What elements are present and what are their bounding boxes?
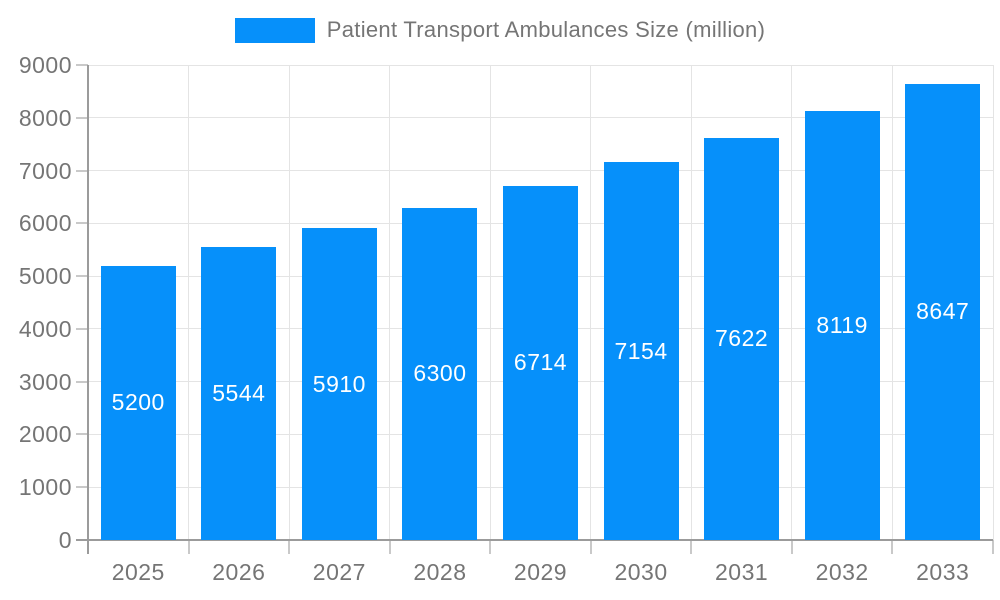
y-axis-tick <box>76 433 88 436</box>
gridline-vertical <box>992 65 994 540</box>
gridline-vertical <box>590 65 592 540</box>
bar-value-label: 5544 <box>212 380 266 407</box>
bar-value-label: 6714 <box>513 349 568 376</box>
y-axis-tick <box>76 169 88 172</box>
y-axis-label: 6000 <box>18 210 72 237</box>
bar-2032[interactable]: 8119 <box>804 111 880 540</box>
x-axis-tick <box>891 540 894 554</box>
bar-value-label: 5910 <box>312 370 366 397</box>
x-axis-tick <box>388 540 391 554</box>
bar-2030[interactable]: 7154 <box>603 162 679 540</box>
gridline-horizontal <box>88 64 993 66</box>
x-axis-tick <box>690 540 693 554</box>
bar-value-label: 8119 <box>816 312 868 339</box>
gridline-vertical <box>288 65 290 540</box>
bar-2025[interactable]: 5200 <box>100 265 176 540</box>
y-axis-tick <box>76 116 88 119</box>
legend-swatch <box>234 17 315 43</box>
bar-2027[interactable]: 5910 <box>301 228 377 540</box>
y-axis-tick <box>76 486 88 489</box>
y-axis-line <box>87 65 89 554</box>
gridline-vertical <box>891 65 893 540</box>
y-axis-label: 7000 <box>18 157 72 184</box>
gridline-horizontal <box>88 170 993 172</box>
bar-value-label: 7154 <box>614 337 668 364</box>
x-axis-label-2032: 2032 <box>815 559 869 585</box>
bar-2031[interactable]: 7622 <box>704 137 780 540</box>
y-axis-tick <box>76 222 88 225</box>
legend[interactable]: Patient Transport Ambulances Size (milli… <box>0 16 1000 44</box>
x-axis-label-2028: 2028 <box>413 559 467 585</box>
bar-2026[interactable]: 5544 <box>201 247 277 540</box>
x-axis-tick <box>489 540 492 554</box>
y-axis-tick <box>76 380 88 383</box>
y-axis-label: 8000 <box>18 104 72 131</box>
y-axis-label: 0 <box>58 527 72 553</box>
y-axis-tick <box>76 275 88 278</box>
legend-label: Patient Transport Ambulances Size (milli… <box>326 17 766 42</box>
y-axis-tick <box>76 64 88 66</box>
x-axis-label-2030: 2030 <box>614 559 668 585</box>
bar-2028[interactable]: 6300 <box>402 207 478 540</box>
bar-value-label: 7622 <box>715 325 769 352</box>
x-axis-tick <box>992 540 994 554</box>
gridline-vertical <box>489 65 491 540</box>
bar-2033[interactable]: 8647 <box>905 83 981 540</box>
gridline-horizontal <box>88 117 993 119</box>
x-axis-label-2025: 2025 <box>111 559 165 585</box>
bar-value-label: 5200 <box>111 389 165 416</box>
y-axis-label: 2000 <box>18 421 72 448</box>
y-axis-label: 1000 <box>18 474 72 501</box>
y-axis-label: 3000 <box>18 368 72 395</box>
x-axis-tick <box>288 540 291 554</box>
y-axis-tick <box>76 327 88 330</box>
bar-2029[interactable]: 6714 <box>503 185 578 540</box>
x-axis-label-2031: 2031 <box>715 559 769 585</box>
y-axis-label: 9000 <box>18 52 72 78</box>
y-axis-label: 5000 <box>18 263 72 290</box>
x-axis-label-2026: 2026 <box>212 559 266 585</box>
bar-value-label: 6300 <box>413 360 467 387</box>
x-axis-label-2033: 2033 <box>916 559 970 585</box>
bar-value-label: 8647 <box>916 298 970 325</box>
x-axis-label-2029: 2029 <box>513 559 568 585</box>
gridline-vertical <box>791 65 793 540</box>
gridline-vertical <box>188 65 190 540</box>
x-axis-tick <box>187 540 190 554</box>
x-axis-tick <box>589 540 592 554</box>
y-axis-label: 4000 <box>18 315 72 342</box>
gridline-vertical <box>389 65 391 540</box>
gridline-vertical <box>690 65 692 540</box>
x-axis-tick <box>790 540 793 554</box>
x-axis-line <box>76 539 993 541</box>
x-axis-label-2027: 2027 <box>312 559 366 585</box>
